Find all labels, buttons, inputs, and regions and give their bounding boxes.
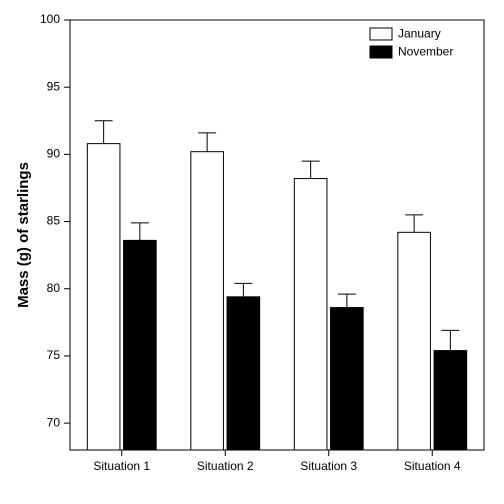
bar [124,240,157,450]
bar [191,152,224,450]
x-tick-label: Situation 3 [300,459,357,473]
y-axis-label: Mass (g) of starlings [15,162,32,308]
y-tick-label: 70 [47,415,61,429]
bar [87,144,120,450]
bar [227,297,260,450]
bar [398,232,431,450]
y-tick-label: 95 [47,79,61,93]
bar [294,179,327,450]
bar [434,351,467,450]
y-tick-label: 75 [47,348,61,362]
y-tick-label: 85 [47,214,61,228]
legend-swatch [370,46,392,58]
y-tick-label: 100 [40,12,60,26]
legend-label: January [398,27,441,41]
x-tick-label: Situation 2 [197,459,254,473]
legend-label: November [398,45,453,59]
x-tick-label: Situation 1 [93,459,150,473]
legend-swatch [370,28,392,40]
y-tick-label: 90 [47,147,61,161]
y-tick-label: 80 [47,281,61,295]
bar [331,308,364,450]
x-tick-label: Situation 4 [404,459,461,473]
starlings-mass-chart: 70 75 80 85 90 95 100 Mass (g) of starlings Situ… [0,0,504,504]
